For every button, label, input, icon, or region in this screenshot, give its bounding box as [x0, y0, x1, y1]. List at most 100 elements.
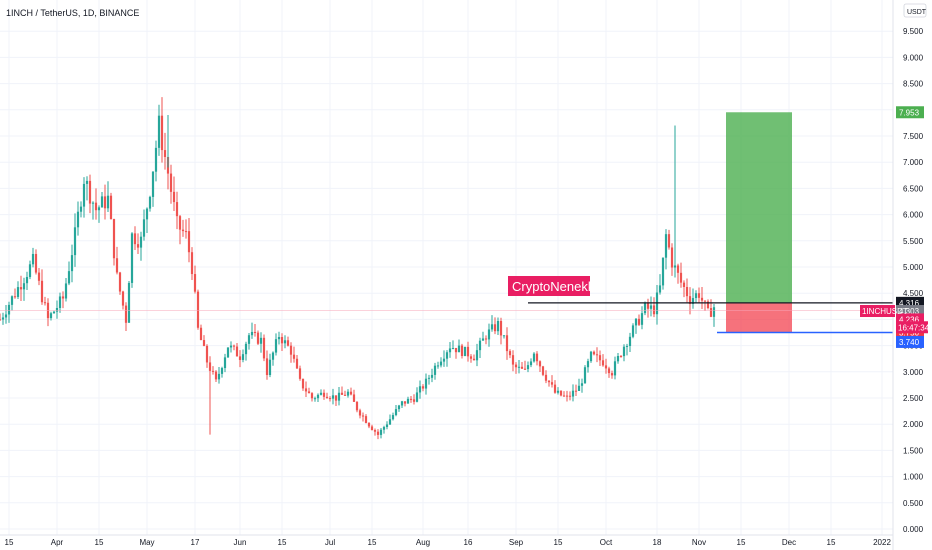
candle-body — [430, 374, 434, 378]
candle-body — [391, 415, 395, 420]
candle-body — [220, 368, 224, 374]
price-axis[interactable]: 0.0000.5001.0001.5002.0002.5003.0003.500… — [892, 0, 932, 550]
candle-body — [238, 356, 242, 360]
price-tags: 7.9534.3164.3034.2363.7503.7401INCHUSDT1… — [860, 106, 930, 348]
candle-body — [709, 308, 713, 317]
candle-body — [145, 208, 149, 220]
candle-body — [328, 398, 332, 400]
candle-body — [154, 147, 158, 172]
candle-body — [700, 297, 704, 301]
candle-body — [706, 301, 710, 309]
candle-body — [604, 365, 608, 369]
candle-body — [592, 351, 596, 355]
candle-body — [595, 354, 599, 356]
author-label: CryptoNenekk — [512, 279, 595, 294]
price-tag — [896, 106, 924, 119]
candle-body — [22, 283, 26, 290]
candle-body — [637, 318, 641, 325]
candle-body — [133, 233, 137, 245]
candle-body — [472, 358, 476, 361]
candle-body — [364, 416, 368, 423]
candle-body — [37, 272, 41, 281]
position-zones — [726, 112, 792, 333]
candle-body — [40, 280, 44, 303]
time-axis[interactable]: 15 Apr 15 May 17 Jun 15 Jul 15 Aug 16 Sep 15 Oct 18 Nov… — [0, 534, 893, 547]
candle-body — [355, 401, 359, 411]
candle-body — [589, 351, 593, 362]
unit-selector[interactable]: USDT — [903, 3, 927, 18]
candle-body — [253, 331, 257, 333]
candle-body — [553, 384, 557, 393]
candle-body — [229, 345, 233, 348]
y-tick-label: 5.000 — [903, 263, 924, 272]
candle-body — [55, 307, 59, 312]
y-tick-label: 3.000 — [903, 368, 924, 377]
candle-body — [313, 398, 317, 400]
candle-body — [208, 362, 212, 371]
candle-body — [379, 429, 383, 435]
candle-body — [223, 357, 227, 369]
candle-body — [256, 332, 260, 344]
candle-body — [409, 398, 413, 400]
price-axis-bg — [893, 0, 932, 550]
candle-body — [280, 337, 284, 344]
y-tick-label: 4.500 — [903, 289, 924, 298]
y-tick-label: 2.500 — [903, 394, 924, 403]
candle-body — [160, 115, 164, 151]
candle-body — [559, 390, 563, 396]
candle-body — [268, 359, 272, 376]
candle-body — [529, 361, 533, 366]
candle-body — [670, 247, 674, 268]
candle-body — [520, 366, 524, 369]
x-tick-label: 15 — [5, 538, 14, 547]
price-tag — [896, 335, 924, 348]
candle-body — [406, 398, 410, 404]
candle-body — [325, 396, 329, 399]
candle-body — [442, 358, 446, 362]
candle-body — [544, 374, 548, 381]
candle-body — [574, 390, 578, 392]
candle-body — [16, 287, 20, 297]
candle-body — [322, 392, 326, 397]
x-tick-label: 15 — [554, 538, 563, 547]
candle-body — [622, 346, 626, 357]
candle-body — [358, 410, 362, 416]
candle-body — [226, 347, 230, 358]
candle-body — [169, 173, 173, 192]
profit-zone — [726, 112, 792, 303]
candle-body — [334, 395, 338, 401]
candle-body — [346, 391, 350, 396]
candle-body — [1, 317, 5, 320]
candle-body — [235, 346, 239, 357]
candle-body — [433, 365, 437, 375]
candle-body — [712, 307, 716, 317]
candle-body — [697, 293, 701, 298]
candle-body — [244, 343, 248, 355]
candles — [0, 97, 716, 440]
candle-body — [259, 337, 263, 344]
candle-body — [70, 255, 74, 272]
candle-body — [7, 304, 11, 315]
candle-body — [703, 300, 707, 302]
candle-body — [403, 401, 407, 404]
candle-body — [526, 365, 530, 370]
candle-body — [79, 206, 83, 212]
loss-zone — [726, 302, 792, 333]
candle-body — [112, 219, 116, 259]
candle-body — [49, 313, 53, 319]
candle-body — [25, 277, 29, 284]
candle-body — [232, 345, 236, 347]
symbol-tag-label: 1INCHUSDT — [862, 307, 908, 316]
candle-body — [496, 320, 500, 332]
candle-body — [52, 311, 56, 314]
candle-body — [196, 291, 200, 328]
y-tick-label: 1.500 — [903, 446, 924, 455]
x-tick-label: 15 — [737, 538, 746, 547]
candle-body — [115, 258, 119, 273]
candle-body — [376, 431, 380, 435]
y-tick-label: 0.000 — [903, 525, 924, 534]
candle-body — [499, 320, 503, 336]
candle-body — [607, 368, 611, 374]
candle-body — [205, 345, 209, 363]
